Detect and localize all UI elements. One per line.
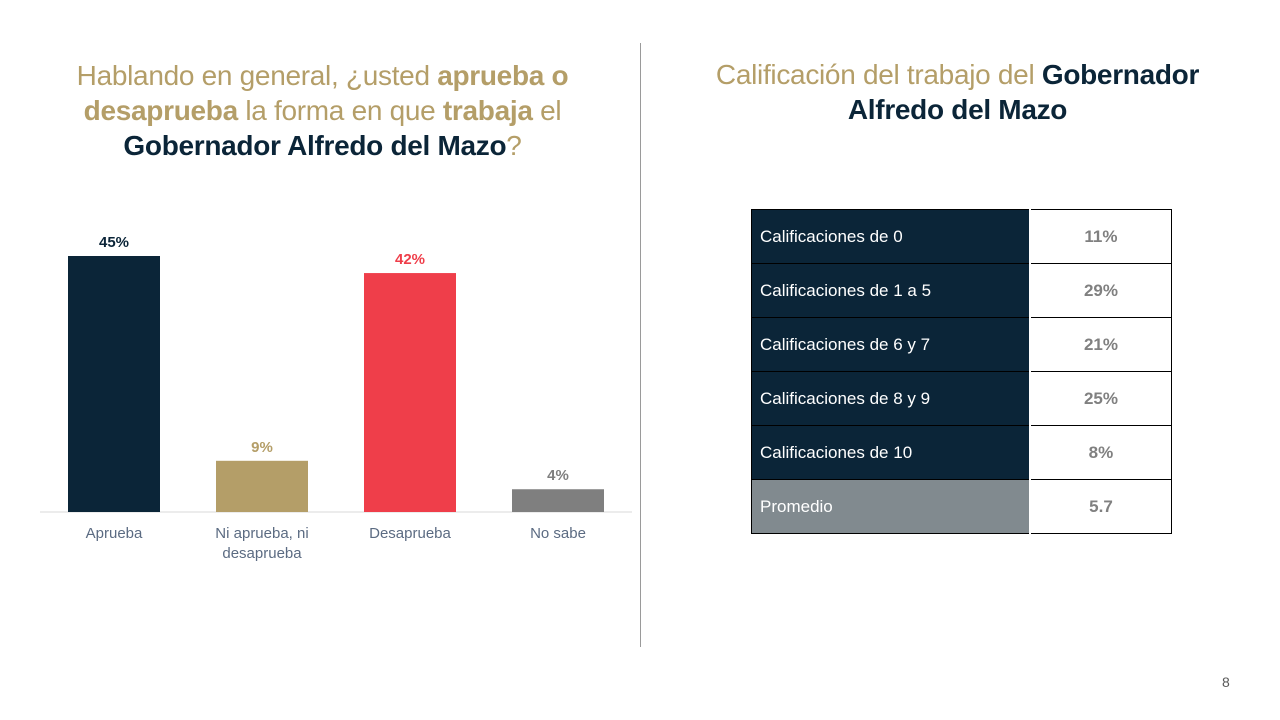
table-row: Calificaciones de 10 8% — [750, 425, 1172, 480]
category-label: Aprueba — [86, 525, 143, 542]
bar-desaprueba — [364, 273, 456, 512]
table-row: Calificaciones de 8 y 9 25% — [750, 371, 1172, 426]
rating-value: 5.7 — [1029, 479, 1172, 534]
approval-bar-chart: 45% Aprueba 9% Ni aprueba, ni desaprueba 42% D… — [40, 234, 632, 562]
bar-ni-aprueba-ni-desaprueba — [216, 460, 308, 512]
rating-value: 11% — [1029, 209, 1172, 264]
data-label: 4% — [547, 467, 569, 484]
rating-label: Calificaciones de 6 y 7 — [750, 317, 1031, 372]
title-part: Hablando en general, ¿usted — [76, 60, 438, 91]
rating-value: 29% — [1029, 263, 1172, 318]
page-number: 8 — [1222, 674, 1230, 690]
ratings-table: Calificaciones de 0 11% Calificaciones de … — [750, 209, 1172, 534]
bar-no-sabe — [512, 489, 604, 512]
vertical-divider — [640, 43, 641, 647]
rating-label: Calificaciones de 1 a 5 — [750, 263, 1031, 318]
bar-aprueba — [68, 256, 160, 512]
table-title-part: Calificación del trabajo del — [715, 59, 1042, 90]
data-label: 42% — [395, 251, 425, 268]
rating-value: 25% — [1029, 371, 1172, 426]
title-part-bold: trabaja — [442, 95, 533, 126]
rating-label: Calificaciones de 0 — [750, 209, 1031, 264]
title-part: ? — [506, 130, 522, 161]
category-label: Ni aprueba, ni desaprueba — [215, 525, 308, 562]
rating-value: 8% — [1029, 425, 1172, 480]
rating-label: Calificaciones de 8 y 9 — [750, 371, 1031, 426]
title-part: el — [532, 95, 562, 126]
table-title: Calificación del trabajo del Gobernador … — [690, 57, 1225, 127]
rating-label: Promedio — [750, 479, 1031, 534]
chart-question-title: Hablando en general, ¿usted aprueba o de… — [40, 58, 605, 163]
table-title-governor-name: Gobernador Alfredo del Mazo — [847, 59, 1200, 125]
category-label: Desaprueba — [369, 525, 451, 542]
table-row: Calificaciones de 0 11% — [750, 209, 1172, 264]
category-label: No sabe — [530, 525, 586, 542]
table-row: Calificaciones de 1 a 5 29% — [750, 263, 1172, 318]
title-part-bold: aprueba o desaprueba — [83, 60, 569, 126]
title-part: la forma en que — [237, 95, 443, 126]
table-row: Calificaciones de 6 y 7 21% — [750, 317, 1172, 372]
rating-label: Calificaciones de 10 — [750, 425, 1031, 480]
data-label: 45% — [99, 234, 129, 251]
table-row-average: Promedio 5.7 — [750, 479, 1172, 534]
title-governor-name: Gobernador Alfredo del Mazo — [123, 130, 507, 161]
data-label: 9% — [251, 439, 273, 456]
rating-value: 21% — [1029, 317, 1172, 372]
